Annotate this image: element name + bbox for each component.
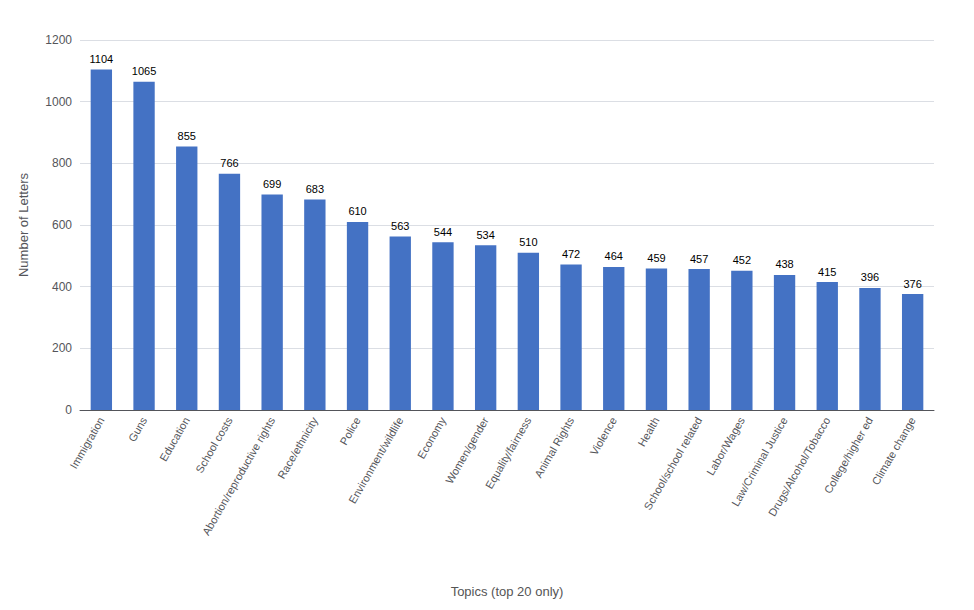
svg-text:1200: 1200 — [45, 33, 72, 47]
svg-text:Violence: Violence — [588, 415, 619, 457]
svg-text:Immigration: Immigration — [67, 415, 106, 471]
svg-text:Climate change: Climate change — [869, 415, 918, 487]
svg-text:699: 699 — [263, 178, 281, 190]
svg-text:Equality/fairness: Equality/fairness — [483, 415, 534, 491]
svg-text:415: 415 — [818, 266, 836, 278]
svg-text:610: 610 — [348, 205, 366, 217]
svg-text:457: 457 — [690, 253, 708, 265]
svg-text:0: 0 — [65, 403, 72, 417]
svg-text:563: 563 — [391, 220, 409, 232]
svg-text:683: 683 — [306, 183, 324, 195]
svg-text:438: 438 — [775, 258, 793, 270]
svg-text:Women/gender: Women/gender — [443, 415, 491, 486]
svg-text:510: 510 — [519, 236, 537, 248]
svg-text:Number of Letters: Number of Letters — [16, 172, 31, 277]
svg-text:452: 452 — [733, 254, 751, 266]
svg-text:Drugs/Alcohol/Tobacco: Drugs/Alcohol/Tobacco — [766, 415, 833, 518]
svg-text:Animal Rights: Animal Rights — [532, 415, 577, 480]
svg-text:855: 855 — [178, 130, 196, 142]
svg-text:Guns: Guns — [126, 415, 150, 444]
svg-text:College/higher ed: College/higher ed — [822, 415, 875, 496]
svg-text:Race/ethnicity: Race/ethnicity — [275, 415, 320, 481]
svg-text:396: 396 — [861, 271, 879, 283]
svg-text:Police: Police — [337, 415, 362, 447]
svg-text:1104: 1104 — [90, 53, 114, 65]
svg-text:Topics (top 20 only): Topics (top 20 only) — [451, 584, 564, 599]
svg-text:Health: Health — [635, 415, 661, 449]
svg-text:459: 459 — [647, 252, 665, 264]
svg-text:Education: Education — [157, 415, 192, 463]
svg-text:1065: 1065 — [132, 65, 156, 77]
svg-text:Economy: Economy — [415, 415, 449, 461]
svg-text:School/school related: School/school related — [641, 415, 704, 512]
svg-text:800: 800 — [52, 156, 72, 170]
svg-text:544: 544 — [434, 226, 452, 238]
svg-text:766: 766 — [220, 157, 238, 169]
svg-text:200: 200 — [52, 341, 72, 355]
svg-text:Abortion/reproductive rights: Abortion/reproductive rights — [200, 415, 278, 538]
svg-text:Environment/wildlife: Environment/wildlife — [346, 415, 405, 506]
svg-text:Labor/Wages: Labor/Wages — [704, 415, 747, 478]
svg-text:1000: 1000 — [45, 95, 72, 109]
svg-text:400: 400 — [52, 280, 72, 294]
svg-text:376: 376 — [903, 278, 921, 290]
svg-text:534: 534 — [476, 229, 494, 241]
svg-text:472: 472 — [562, 248, 580, 260]
svg-text:600: 600 — [52, 218, 72, 232]
svg-text:464: 464 — [605, 250, 623, 262]
svg-text:School costs: School costs — [193, 415, 235, 475]
svg-text:Law/Criminal Justice: Law/Criminal Justice — [729, 415, 790, 509]
